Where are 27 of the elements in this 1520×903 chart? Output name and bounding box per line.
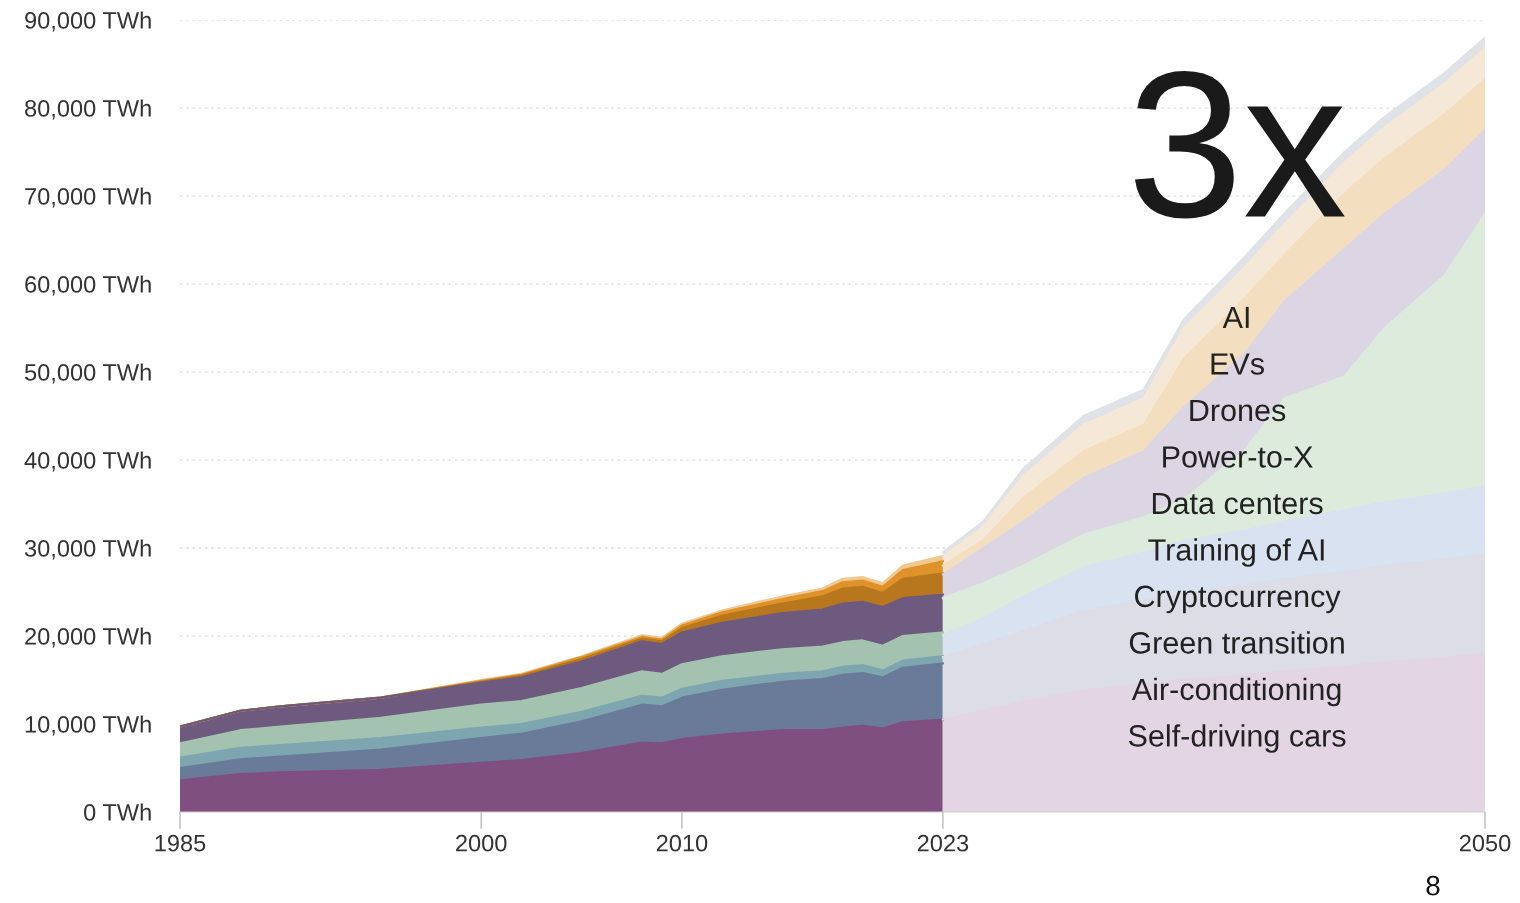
annotation: Data centers (1152, 492, 1323, 515)
y-tick-label: 20,000 TWh (25, 627, 151, 648)
y-tick-label: 40,000 TWh (24, 451, 151, 472)
annotation: Drones (1190, 399, 1286, 422)
annotation: Power-to-X (1163, 446, 1313, 468)
text: 8 (1426, 875, 1440, 896)
y-tick-label: 80,000 TWh (25, 99, 151, 120)
annotation: Cryptocurrency (1135, 585, 1341, 614)
y-tick-label: 60,000 TWh (25, 275, 151, 296)
x-tick-label: 1985 (155, 834, 206, 852)
annotation: Training of AI (1148, 538, 1324, 567)
y-tick-label: 70,000 TWh (25, 187, 151, 208)
y-tick-label: 30,000 TWh (24, 539, 151, 560)
annotation: Self-driving cars (1128, 724, 1346, 753)
annotation: EVs (1211, 353, 1264, 375)
y-tick-label: 0 TWh (84, 803, 151, 821)
y-tick-label: 50,000 TWh (24, 363, 151, 384)
y-tick-label: 90,000 TWh (25, 11, 151, 32)
annotation: AI (1222, 306, 1249, 328)
annotation: Air-conditioning (1131, 677, 1341, 707)
x-tick-label: 2000 (456, 834, 507, 852)
x-tick-label: 2023 (917, 834, 969, 852)
y-tick-label: 10,000 TWh (25, 715, 151, 736)
annotation: 3x (1134, 70, 1345, 219)
x-tick-label: 2050 (1459, 834, 1511, 852)
x-tick-label: 2010 (656, 834, 708, 852)
annotation: Green transition (1129, 631, 1344, 654)
